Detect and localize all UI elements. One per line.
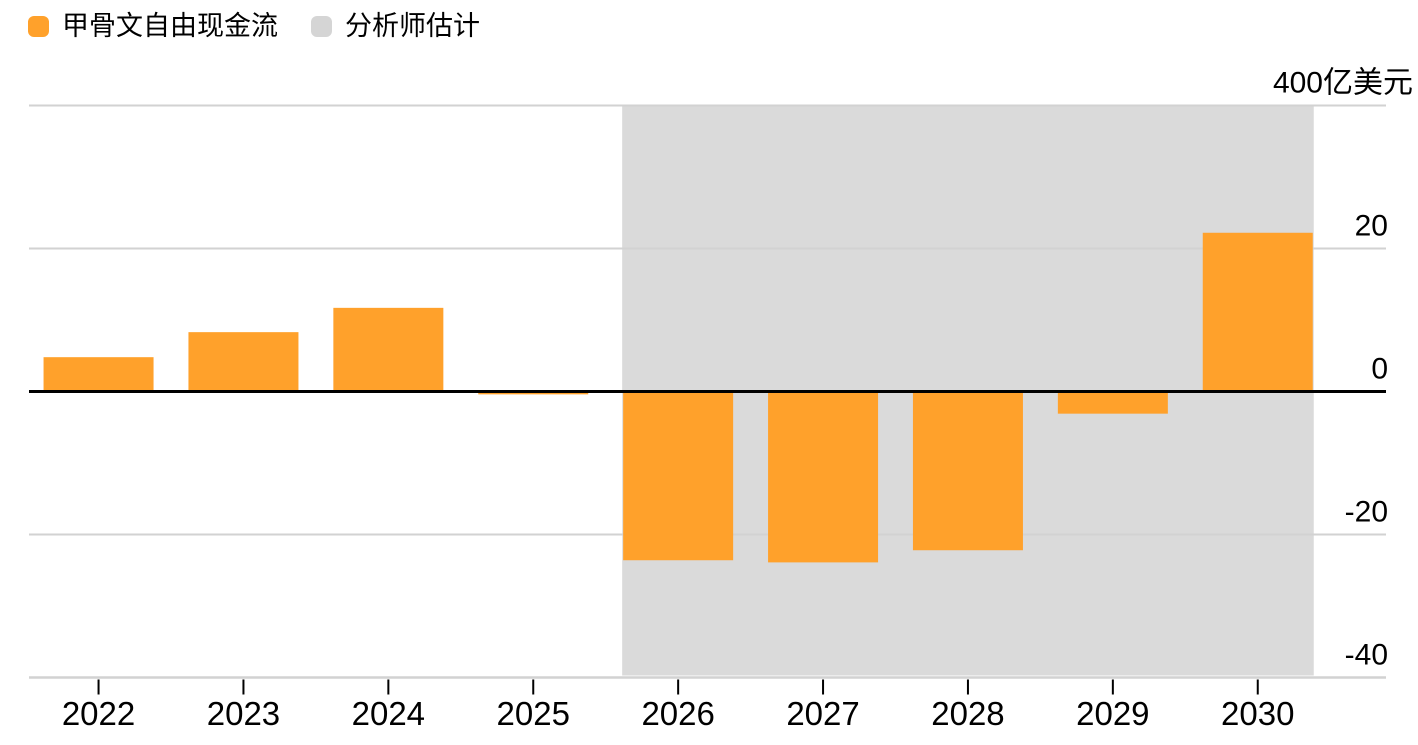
x-label-2029: 2029 bbox=[1076, 695, 1149, 732]
x-label-2026: 2026 bbox=[641, 695, 714, 732]
y-label-40: 400亿美元 bbox=[1273, 67, 1413, 100]
chart-legend: 甲骨文自由现金流 分析师估计 bbox=[28, 11, 480, 42]
x-label-2030: 2030 bbox=[1221, 695, 1294, 732]
gray-swatch-icon bbox=[311, 16, 332, 38]
bar-2028 bbox=[912, 391, 1023, 551]
bar-2026 bbox=[623, 391, 734, 561]
x-label-2022: 2022 bbox=[62, 695, 135, 732]
legend-label-oracle-fcf: 甲骨文自由现金流 bbox=[62, 11, 278, 41]
bar-2022 bbox=[43, 357, 154, 392]
x-label-2025: 2025 bbox=[497, 695, 570, 732]
y-label--40: -40 bbox=[1345, 639, 1388, 672]
bar-2023 bbox=[188, 332, 299, 392]
y-label--20: -20 bbox=[1345, 496, 1388, 529]
y-label-20: 20 bbox=[1355, 210, 1388, 243]
legend-label-analyst-estimates: 分析师估计 bbox=[345, 11, 480, 41]
x-label-2023: 2023 bbox=[207, 695, 280, 732]
x-label-2024: 2024 bbox=[352, 695, 425, 732]
bar-2029 bbox=[1057, 391, 1168, 414]
y-label-0: 0 bbox=[1371, 353, 1388, 386]
bar-2030 bbox=[1202, 232, 1313, 392]
legend-item-oracle-fcf: 甲骨文自由现金流 bbox=[28, 11, 278, 42]
orange-swatch-icon bbox=[28, 16, 49, 38]
x-label-2027: 2027 bbox=[786, 695, 859, 732]
x-label-2028: 2028 bbox=[931, 695, 1004, 732]
legend-item-analyst-estimates: 分析师估计 bbox=[311, 11, 480, 42]
bar-2027 bbox=[768, 391, 879, 563]
bar-2024 bbox=[333, 307, 444, 392]
